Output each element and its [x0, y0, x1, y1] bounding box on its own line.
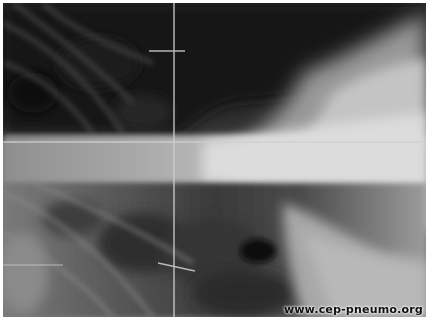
rib-shadows-upper	[3, 3, 154, 135]
lower-lung-field	[3, 183, 426, 317]
watermark-text: www.cep-pneumo.org	[283, 303, 423, 316]
overlay-lines	[3, 3, 426, 317]
xray-drawing	[3, 3, 426, 317]
chest-xray-image	[3, 3, 426, 317]
